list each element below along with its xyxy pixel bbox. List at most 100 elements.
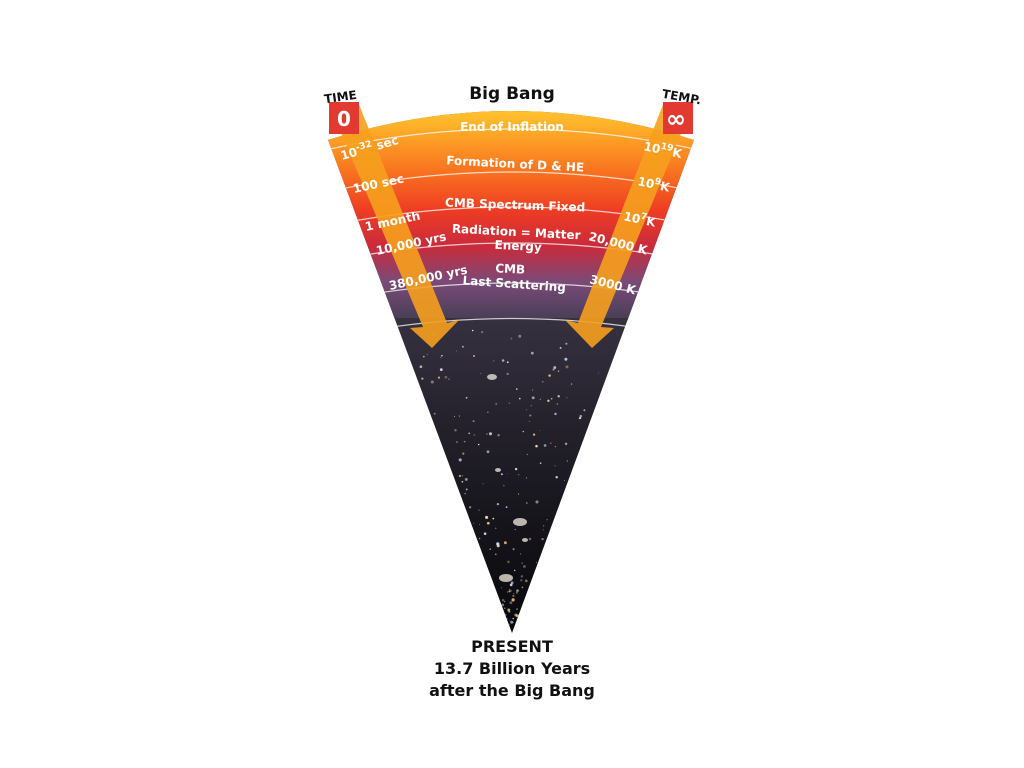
star xyxy=(486,433,488,435)
event-cmb-spectrum-fixed: CMB Spectrum Fixed xyxy=(445,196,586,215)
star xyxy=(509,588,511,590)
star xyxy=(565,342,568,345)
present-caption: PRESENT 13.7 Billion Years after the Big… xyxy=(362,636,662,702)
star xyxy=(509,583,513,587)
star xyxy=(550,442,552,444)
star xyxy=(494,553,497,556)
star xyxy=(566,397,568,399)
star xyxy=(526,453,529,456)
temp-header-box xyxy=(663,102,693,134)
temp-header: TEMP. xyxy=(661,87,702,108)
star xyxy=(559,346,562,349)
star xyxy=(506,591,509,593)
star xyxy=(472,420,475,423)
star xyxy=(554,412,557,416)
star xyxy=(481,331,484,334)
star xyxy=(503,600,506,603)
star xyxy=(512,617,514,620)
star xyxy=(556,403,559,405)
star xyxy=(570,383,573,385)
star xyxy=(504,614,507,616)
star xyxy=(456,350,458,352)
time-header: TIME xyxy=(323,88,357,106)
event-end-of-inflation: End of Inflation xyxy=(460,120,564,134)
temp-label-formation: 109K xyxy=(636,173,671,195)
star xyxy=(486,521,490,525)
star xyxy=(507,560,510,564)
star xyxy=(555,475,558,479)
universe-cone xyxy=(328,111,694,633)
star xyxy=(523,565,526,568)
star xyxy=(507,608,511,612)
temp-start-value: ∞ xyxy=(666,105,686,133)
star xyxy=(564,357,568,361)
star xyxy=(468,506,472,509)
star xyxy=(532,389,534,391)
star xyxy=(483,532,487,535)
star xyxy=(509,619,511,621)
star xyxy=(506,473,508,475)
star xyxy=(583,409,586,412)
star xyxy=(458,458,462,462)
star xyxy=(510,581,514,585)
diagram-title: Big Bang xyxy=(469,84,555,104)
star xyxy=(489,548,491,550)
star xyxy=(525,477,528,479)
star xyxy=(542,529,544,531)
star xyxy=(531,396,535,400)
event-radiation-matter-line1: Radiation = Matter xyxy=(452,222,581,243)
star xyxy=(514,467,518,471)
event-radiation-matter-line2: Energy xyxy=(494,238,542,254)
star xyxy=(508,590,511,593)
galaxy xyxy=(513,518,527,526)
star xyxy=(530,405,532,407)
star xyxy=(543,444,547,447)
star xyxy=(566,460,568,462)
star xyxy=(501,598,505,602)
star xyxy=(448,378,450,380)
star xyxy=(557,370,560,373)
galaxy-field xyxy=(419,329,600,626)
star xyxy=(554,465,556,467)
star xyxy=(520,575,524,578)
star xyxy=(482,483,484,485)
star xyxy=(506,361,509,364)
star xyxy=(506,372,509,376)
star xyxy=(512,548,515,551)
star xyxy=(525,409,527,411)
star xyxy=(453,415,456,417)
star xyxy=(465,488,468,491)
star xyxy=(478,537,481,540)
galaxy xyxy=(487,374,497,380)
star xyxy=(444,375,448,379)
star xyxy=(464,477,468,481)
star xyxy=(477,443,480,446)
time-arrow xyxy=(328,102,459,348)
star xyxy=(514,613,518,617)
star xyxy=(426,353,428,356)
star xyxy=(419,365,423,369)
time-header-box xyxy=(329,102,359,134)
star xyxy=(508,402,510,404)
time-start-value: 0 xyxy=(337,107,351,131)
star xyxy=(464,492,466,495)
star xyxy=(516,608,518,610)
star xyxy=(495,527,497,529)
event-cmb-last-scattering-line1: CMB xyxy=(495,261,526,277)
star xyxy=(503,607,506,610)
star xyxy=(462,452,465,455)
star xyxy=(521,562,523,564)
star xyxy=(539,398,541,400)
star xyxy=(501,603,505,607)
present-label: PRESENT xyxy=(471,637,553,656)
star xyxy=(505,506,508,508)
star xyxy=(486,450,490,454)
star xyxy=(518,474,520,476)
star xyxy=(458,474,461,478)
star xyxy=(508,624,510,626)
star xyxy=(510,590,512,592)
star xyxy=(492,517,495,520)
galaxy xyxy=(495,468,501,472)
star xyxy=(553,366,557,369)
